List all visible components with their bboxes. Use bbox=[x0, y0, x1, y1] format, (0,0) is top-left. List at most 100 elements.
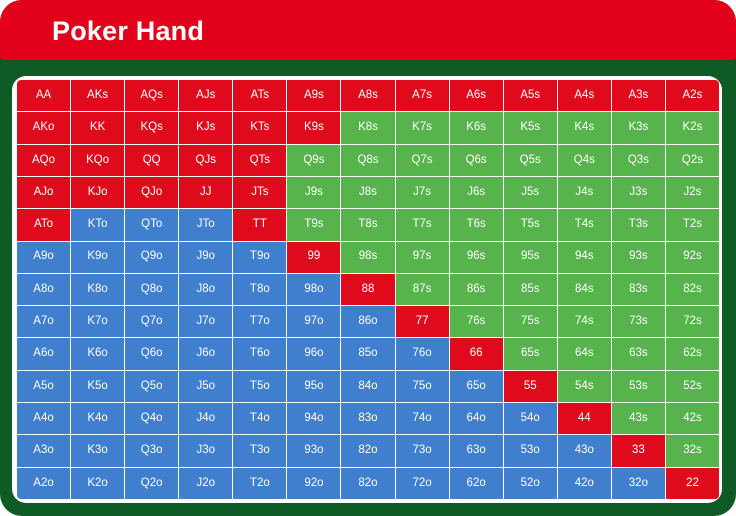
hand-cell[interactable]: J6s bbox=[449, 176, 503, 209]
hand-cell[interactable]: 62s bbox=[665, 338, 719, 370]
hand-cell[interactable]: QTs bbox=[233, 144, 287, 176]
hand-cell[interactable]: Q2s bbox=[665, 144, 719, 176]
hand-cell[interactable]: J6o bbox=[179, 338, 233, 370]
hand-cell[interactable]: 52o bbox=[503, 467, 557, 499]
hand-cell[interactable]: 86o bbox=[341, 306, 395, 338]
hand-cell[interactable]: A6s bbox=[449, 80, 503, 112]
hand-cell[interactable]: T6s bbox=[449, 209, 503, 241]
hand-cell[interactable]: A4s bbox=[557, 80, 611, 112]
hand-cell[interactable]: J5o bbox=[179, 370, 233, 403]
hand-cell[interactable]: J3o bbox=[179, 435, 233, 467]
hand-cell[interactable]: Q9s bbox=[287, 144, 341, 176]
hand-cell[interactable]: 74s bbox=[557, 306, 611, 338]
hand-cell[interactable]: Q3s bbox=[611, 144, 665, 176]
hand-cell[interactable]: 83o bbox=[341, 403, 395, 435]
hand-cell[interactable]: 84s bbox=[557, 273, 611, 306]
hand-cell[interactable]: A3s bbox=[611, 80, 665, 112]
hand-cell[interactable]: K6o bbox=[71, 338, 125, 370]
hand-cell[interactable]: K9s bbox=[287, 112, 341, 144]
hand-cell[interactable]: 42s bbox=[665, 403, 719, 435]
hand-cell[interactable]: K3s bbox=[611, 112, 665, 144]
hand-cell[interactable]: KQs bbox=[125, 112, 179, 144]
hand-cell[interactable]: Q4s bbox=[557, 144, 611, 176]
hand-cell[interactable]: KTo bbox=[71, 209, 125, 241]
hand-cell[interactable]: J8s bbox=[341, 176, 395, 209]
hand-cell[interactable]: JJ bbox=[179, 176, 233, 209]
hand-cell[interactable]: A7o bbox=[17, 306, 71, 338]
hand-cell[interactable]: 32o bbox=[611, 467, 665, 499]
hand-cell[interactable]: 32s bbox=[665, 435, 719, 467]
hand-cell[interactable]: Q2o bbox=[125, 467, 179, 499]
hand-cell[interactable]: 84o bbox=[341, 370, 395, 403]
hand-cell[interactable]: 74o bbox=[395, 403, 449, 435]
hand-cell[interactable]: J4s bbox=[557, 176, 611, 209]
hand-cell[interactable]: ATo bbox=[17, 209, 71, 241]
hand-cell[interactable]: KQo bbox=[71, 144, 125, 176]
hand-cell[interactable]: AJs bbox=[179, 80, 233, 112]
hand-cell[interactable]: A5s bbox=[503, 80, 557, 112]
hand-cell[interactable]: Q9o bbox=[125, 241, 179, 273]
hand-cell[interactable]: 92o bbox=[287, 467, 341, 499]
hand-cell[interactable]: T4o bbox=[233, 403, 287, 435]
hand-cell[interactable]: 43s bbox=[611, 403, 665, 435]
hand-cell[interactable]: 98o bbox=[287, 273, 341, 306]
hand-cell[interactable]: 63s bbox=[611, 338, 665, 370]
hand-cell[interactable]: 54o bbox=[503, 403, 557, 435]
hand-cell[interactable]: 96s bbox=[449, 241, 503, 273]
hand-cell[interactable]: 73s bbox=[611, 306, 665, 338]
hand-cell[interactable]: 42o bbox=[557, 467, 611, 499]
hand-cell[interactable]: ATs bbox=[233, 80, 287, 112]
hand-cell[interactable]: JTo bbox=[179, 209, 233, 241]
hand-cell[interactable]: Q5s bbox=[503, 144, 557, 176]
hand-cell[interactable]: A2o bbox=[17, 467, 71, 499]
hand-cell[interactable]: Q6s bbox=[449, 144, 503, 176]
hand-cell[interactable]: T9o bbox=[233, 241, 287, 273]
hand-cell[interactable]: A3o bbox=[17, 435, 71, 467]
hand-cell[interactable]: J7s bbox=[395, 176, 449, 209]
hand-cell[interactable]: K3o bbox=[71, 435, 125, 467]
hand-cell[interactable]: Q7s bbox=[395, 144, 449, 176]
hand-cell[interactable]: T2o bbox=[233, 467, 287, 499]
hand-cell[interactable]: Q5o bbox=[125, 370, 179, 403]
hand-cell[interactable]: 95s bbox=[503, 241, 557, 273]
hand-cell[interactable]: 99 bbox=[287, 241, 341, 273]
hand-cell[interactable]: 62o bbox=[449, 467, 503, 499]
hand-cell[interactable]: A8s bbox=[341, 80, 395, 112]
hand-cell[interactable]: 75s bbox=[503, 306, 557, 338]
hand-cell[interactable]: AA bbox=[17, 80, 71, 112]
hand-cell[interactable]: AJo bbox=[17, 176, 71, 209]
hand-cell[interactable]: 76o bbox=[395, 338, 449, 370]
hand-cell[interactable]: AQo bbox=[17, 144, 71, 176]
hand-cell[interactable]: 82o bbox=[341, 435, 395, 467]
hand-cell[interactable]: 52s bbox=[665, 370, 719, 403]
hand-cell[interactable]: A4o bbox=[17, 403, 71, 435]
hand-cell[interactable]: A2s bbox=[665, 80, 719, 112]
hand-cell[interactable]: AKs bbox=[71, 80, 125, 112]
hand-cell[interactable]: J2s bbox=[665, 176, 719, 209]
hand-cell[interactable]: 65s bbox=[503, 338, 557, 370]
hand-cell[interactable]: T5o bbox=[233, 370, 287, 403]
hand-cell[interactable]: AKo bbox=[17, 112, 71, 144]
hand-cell[interactable]: K7o bbox=[71, 306, 125, 338]
hand-cell[interactable]: KJo bbox=[71, 176, 125, 209]
hand-cell[interactable]: QJs bbox=[179, 144, 233, 176]
hand-cell[interactable]: T4s bbox=[557, 209, 611, 241]
hand-cell[interactable]: J3s bbox=[611, 176, 665, 209]
hand-cell[interactable]: 87s bbox=[395, 273, 449, 306]
hand-cell[interactable]: TT bbox=[233, 209, 287, 241]
hand-cell[interactable]: 77 bbox=[395, 306, 449, 338]
hand-cell[interactable]: 94o bbox=[287, 403, 341, 435]
hand-cell[interactable]: 55 bbox=[503, 370, 557, 403]
hand-cell[interactable]: K5s bbox=[503, 112, 557, 144]
hand-cell[interactable]: 54s bbox=[557, 370, 611, 403]
hand-cell[interactable]: 97o bbox=[287, 306, 341, 338]
hand-cell[interactable]: 85o bbox=[341, 338, 395, 370]
hand-cell[interactable]: 64o bbox=[449, 403, 503, 435]
hand-cell[interactable]: A6o bbox=[17, 338, 71, 370]
hand-cell[interactable]: 72o bbox=[395, 467, 449, 499]
hand-cell[interactable]: A7s bbox=[395, 80, 449, 112]
hand-cell[interactable]: A5o bbox=[17, 370, 71, 403]
hand-cell[interactable]: J4o bbox=[179, 403, 233, 435]
hand-cell[interactable]: Q8s bbox=[341, 144, 395, 176]
hand-cell[interactable]: 33 bbox=[611, 435, 665, 467]
